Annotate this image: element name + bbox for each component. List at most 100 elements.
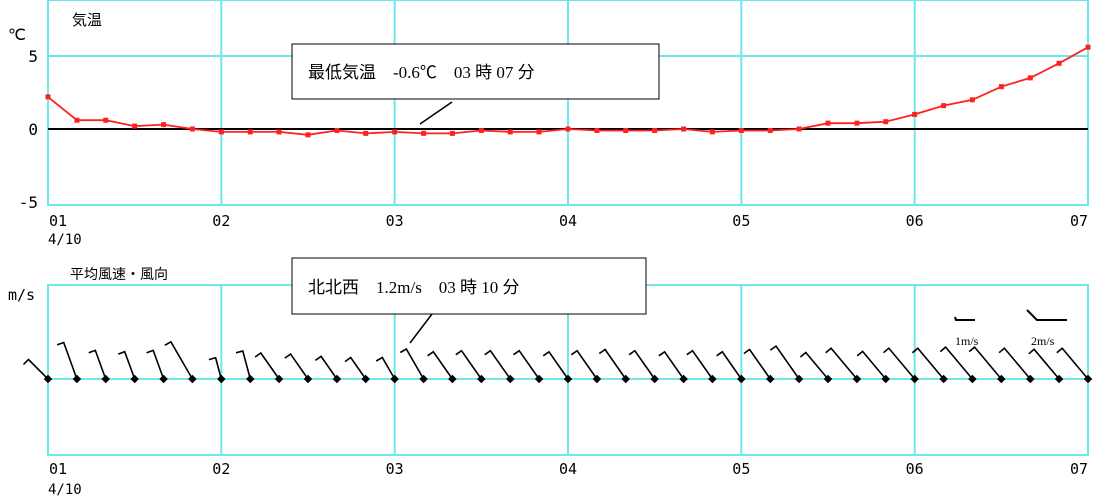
wind-barb (455, 349, 482, 380)
wind-barb (146, 349, 165, 380)
wind-barb (598, 348, 627, 380)
temperature-panel: 気温 ℃ 5 0 -5 01 02 03 04 05 06 07 4/10 最低気温 -0.… (8, 0, 1091, 248)
wind-barb (716, 350, 742, 380)
wind-barb (235, 350, 252, 380)
x-tick-label: 06 (906, 460, 924, 478)
temperature-point (709, 129, 715, 135)
wind-barb (88, 349, 107, 380)
temperature-point (681, 126, 687, 132)
annotation-leader-line (419, 101, 453, 125)
x-tick-label: 01 (49, 460, 67, 478)
wind-barb (56, 341, 78, 380)
temperature-point (334, 127, 340, 133)
wind-barb (484, 349, 511, 380)
x-tick-label: 03 (386, 212, 404, 230)
x-tick-label: 07 (1070, 460, 1088, 478)
wind-x-ticks: 01 02 03 04 05 06 07 (49, 460, 1088, 478)
wind-point (881, 374, 890, 384)
wind-point (246, 374, 255, 384)
temperature-point (623, 127, 629, 133)
wind-date-label: 4/10 (48, 482, 82, 498)
wind-barb (911, 347, 945, 380)
min-temperature-annotation: 最低気温 -0.6℃ 03 時 07 分 (308, 63, 535, 82)
wind-barb (22, 358, 49, 380)
temperature-point (132, 123, 138, 129)
wind-grid (220, 285, 916, 455)
x-tick-label: 04 (559, 212, 577, 230)
wind-barb (799, 351, 829, 380)
y-tick-label: -5 (19, 193, 38, 212)
temperature-points (45, 44, 1091, 138)
wind-barb (375, 356, 396, 380)
wind-barb (998, 347, 1031, 380)
temperature-date-label: 4/10 (48, 232, 82, 248)
temperature-point (883, 119, 889, 125)
wind-annotation-box (291, 257, 647, 315)
temperature-title: 気温 (72, 11, 102, 29)
min-temperature-annotation-box (291, 43, 660, 100)
temperature-point (305, 132, 311, 138)
temperature-point (652, 127, 658, 133)
wind-barb (686, 349, 714, 380)
wind-point (303, 374, 313, 384)
wind-point (419, 374, 428, 384)
x-tick-label: 06 (906, 212, 924, 230)
temperature-point (825, 120, 831, 126)
temperature-point (767, 127, 773, 133)
temperature-point (1056, 60, 1062, 66)
temperature-point (247, 129, 253, 135)
legend-label-2ms: 2m/s (1031, 334, 1055, 348)
wind-barb (968, 345, 1002, 380)
wind-point (217, 374, 226, 384)
wind-barb (208, 356, 223, 380)
wind-barb (628, 349, 656, 380)
temperature-point (594, 127, 600, 133)
temperature-point (969, 97, 975, 103)
temperature-point (536, 129, 542, 135)
wind-barb (743, 348, 771, 380)
x-tick-label: 02 (212, 212, 230, 230)
wind-point (823, 374, 833, 384)
x-tick-label: 02 (212, 460, 230, 478)
wind-point (766, 374, 775, 384)
wind-barb (1056, 347, 1089, 380)
wind-barb (542, 350, 569, 380)
temperature-x-ticks: 01 02 03 04 05 06 07 (49, 212, 1088, 230)
legend-barb-2ms (1026, 309, 1067, 321)
wind-point (43, 374, 53, 384)
temperature-point (392, 129, 398, 135)
temperature-point (103, 117, 109, 123)
wind-point (448, 374, 457, 384)
wind-barb (658, 350, 685, 380)
wind-point (794, 374, 804, 384)
temperature-point (998, 84, 1004, 90)
temperature-point (738, 127, 744, 133)
wind-point (130, 374, 139, 384)
wind-barb (164, 340, 194, 380)
legend-barb-1ms (954, 316, 975, 321)
wind-point (101, 374, 110, 384)
wind-barb (570, 349, 598, 380)
temperature-point (1085, 44, 1091, 50)
wind-barb (284, 352, 309, 380)
legend-label-1ms: 1m/s (955, 334, 979, 348)
x-tick-label: 05 (732, 460, 750, 478)
wind-barb (882, 347, 916, 380)
y-tick-label: 5 (28, 47, 38, 66)
annotation-leader-line (409, 313, 433, 344)
wind-point (534, 374, 544, 384)
temperature-point (363, 130, 369, 136)
wind-title: 平均風速・風向 (70, 267, 168, 283)
x-tick-label: 04 (559, 460, 577, 478)
temperature-point (565, 126, 571, 132)
wind-annotation: 北北西 1.2m/s 03 時 10 分 (308, 278, 520, 297)
wind-panel: 平均風速・風向 m/s 01 02 03 04 05 06 07 4/10 北北西 1.2m… (8, 257, 1093, 498)
wind-barb (399, 347, 425, 380)
temperature-point (796, 126, 802, 132)
temperature-point (421, 130, 427, 136)
temperature-point (449, 130, 455, 136)
temperature-point (189, 126, 195, 132)
temperature-point (74, 117, 80, 123)
